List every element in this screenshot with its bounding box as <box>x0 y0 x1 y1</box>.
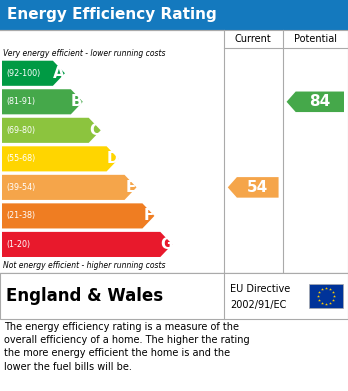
Text: G: G <box>160 237 173 252</box>
Text: Energy Efficiency Rating: Energy Efficiency Rating <box>7 7 217 23</box>
Text: Not energy efficient - higher running costs: Not energy efficient - higher running co… <box>3 261 166 270</box>
Polygon shape <box>2 175 136 200</box>
Text: Current: Current <box>235 34 271 44</box>
Text: (1-20): (1-20) <box>6 240 30 249</box>
Text: E: E <box>125 180 136 195</box>
Text: F: F <box>143 208 153 223</box>
Text: 54: 54 <box>246 180 268 195</box>
Text: (21-38): (21-38) <box>6 212 35 221</box>
Text: Potential: Potential <box>294 34 337 44</box>
Text: C: C <box>89 123 100 138</box>
Bar <box>309 284 343 308</box>
Polygon shape <box>2 118 101 143</box>
Polygon shape <box>2 89 83 114</box>
Text: (81-91): (81-91) <box>6 97 35 106</box>
Text: The energy efficiency rating is a measure of the
overall efficiency of a home. T: The energy efficiency rating is a measur… <box>4 322 250 371</box>
Text: EU Directive: EU Directive <box>230 284 290 294</box>
Bar <box>0 273 348 319</box>
Text: B: B <box>71 94 82 109</box>
Text: (39-54): (39-54) <box>6 183 35 192</box>
Polygon shape <box>2 232 172 257</box>
Text: Very energy efficient - lower running costs: Very energy efficient - lower running co… <box>3 49 166 58</box>
Text: (55-68): (55-68) <box>6 154 35 163</box>
Text: 2002/91/EC: 2002/91/EC <box>230 300 286 310</box>
Polygon shape <box>2 203 155 228</box>
Text: A: A <box>53 66 65 81</box>
Text: 84: 84 <box>309 94 330 109</box>
Polygon shape <box>2 61 65 86</box>
Text: D: D <box>106 151 119 166</box>
Text: (92-100): (92-100) <box>6 69 40 78</box>
Bar <box>0 0 348 30</box>
Text: (69-80): (69-80) <box>6 126 35 135</box>
Text: England & Wales: England & Wales <box>6 287 163 305</box>
Polygon shape <box>228 177 279 197</box>
Polygon shape <box>2 146 119 171</box>
Polygon shape <box>286 91 344 112</box>
